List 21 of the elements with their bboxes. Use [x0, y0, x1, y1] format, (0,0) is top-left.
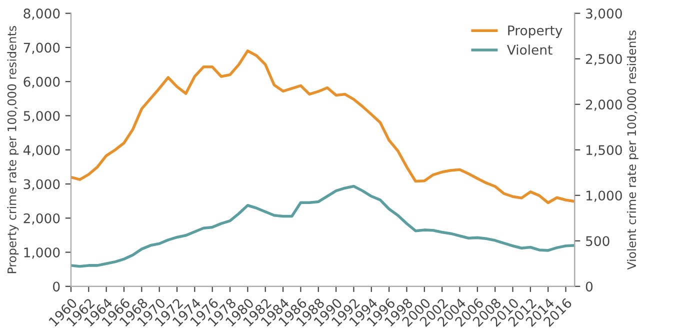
y2-tick-label: 1,500 — [586, 145, 622, 156]
y2-tick-label: 2,000 — [586, 100, 622, 111]
y-tick-label: 6,000 — [24, 76, 60, 88]
legend-label: Violent — [507, 44, 552, 55]
y-tick-label: 1,000 — [24, 247, 60, 259]
y-tick-label: 5,000 — [24, 110, 60, 122]
y2-tick-label: 500 — [586, 236, 610, 246]
y2-tick-label: 0 — [586, 282, 593, 292]
y-axis-title: Property crime rate per 100,000 residents — [7, 26, 19, 274]
y-tick-label: 0 — [53, 282, 60, 292]
y-tick-label: 8,000 — [24, 8, 60, 20]
y2-tick-label: 3,000 — [586, 8, 622, 20]
line-series — [70, 184, 575, 268]
y-tick-label: 7,000 — [24, 42, 60, 54]
y2-axis-title: Violent crime rate per 100,000 residents — [626, 30, 638, 270]
y2-tick-label: 2,500 — [586, 54, 622, 66]
y2-tick-label: 1,000 — [586, 190, 622, 202]
y-tick-label: 4,000 — [23, 145, 60, 156]
y-tick-label: 2,000 — [24, 213, 60, 225]
legend-label: Property — [508, 26, 562, 38]
y-tick-label: 3,000 — [24, 179, 60, 191]
